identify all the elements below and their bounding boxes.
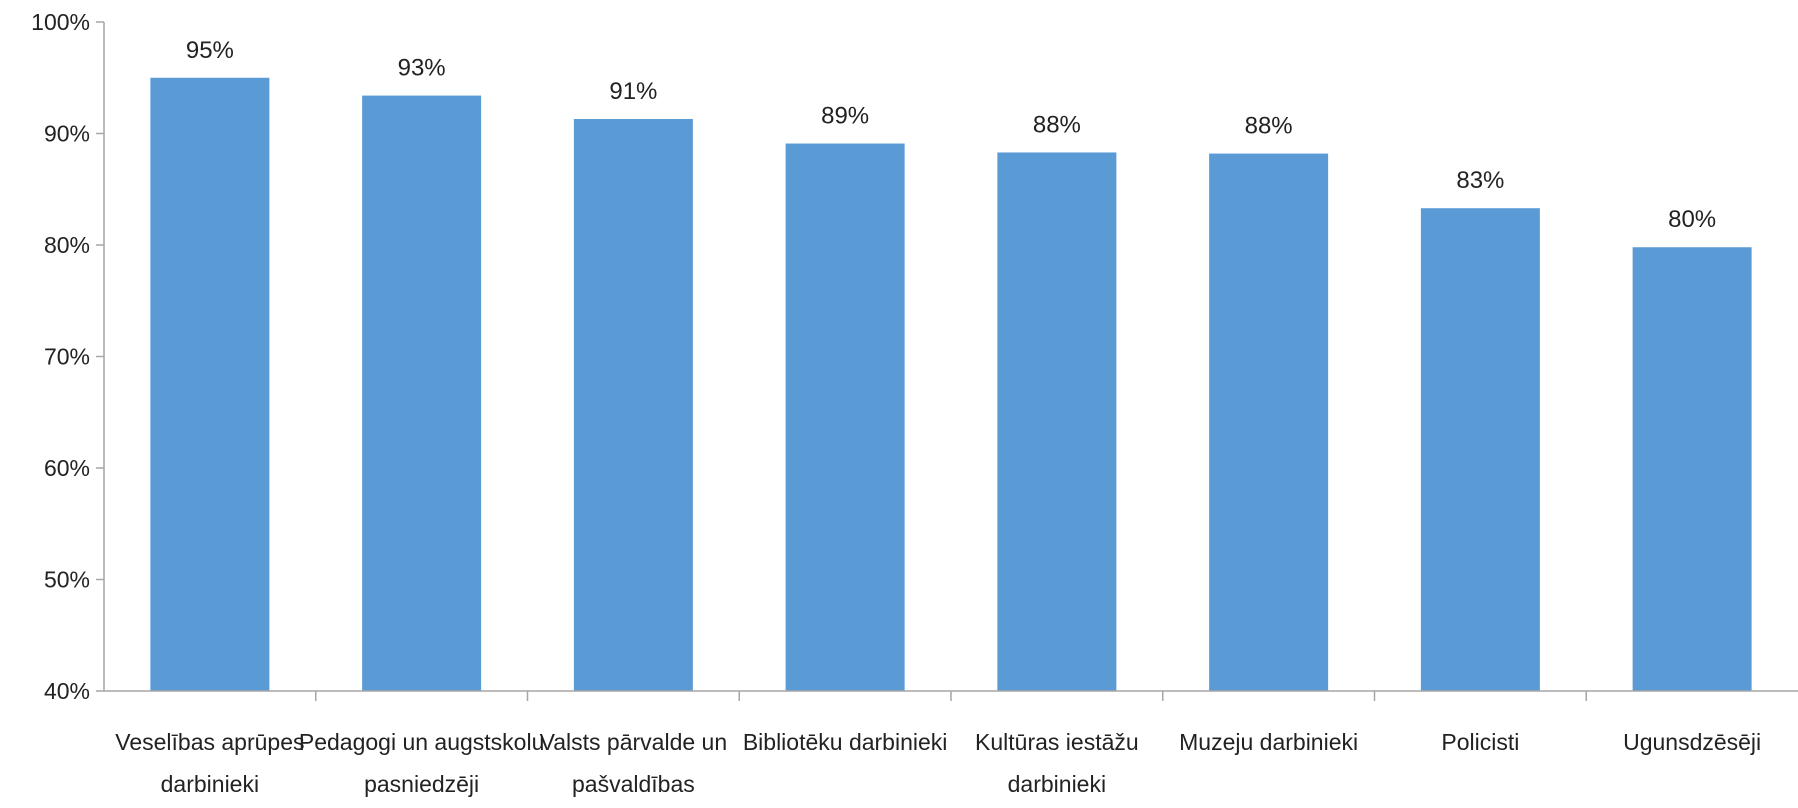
bar bbox=[573, 119, 693, 691]
y-axis: 40% 50% 60% 70% 80% 90% 100% bbox=[31, 9, 105, 704]
bar bbox=[1420, 208, 1540, 691]
data-label: 88% bbox=[1245, 113, 1293, 140]
data-label: 83% bbox=[1456, 167, 1504, 194]
category-label-line: Kultūras iestāžu bbox=[975, 729, 1139, 755]
category-label: Policisti bbox=[1441, 729, 1519, 755]
data-label: 80% bbox=[1668, 206, 1716, 233]
data-label: 95% bbox=[186, 37, 234, 64]
data-label: 91% bbox=[609, 78, 657, 105]
bar bbox=[1632, 247, 1752, 692]
category-label-line: pasniedzēji bbox=[364, 771, 479, 797]
category-label-line: pašvaldības bbox=[572, 771, 695, 797]
category-label: Pedagogi un augstskolu pasniedzēji bbox=[299, 729, 545, 797]
y-tick-label: 100% bbox=[31, 9, 90, 35]
category-label: Veselības aprūpes darbinieki bbox=[115, 729, 304, 797]
y-tick-label: 60% bbox=[44, 455, 90, 481]
bar bbox=[362, 95, 482, 692]
y-tick-label: 40% bbox=[44, 678, 90, 704]
category-label-line: darbinieki bbox=[1008, 771, 1106, 797]
data-label: 89% bbox=[821, 103, 869, 130]
category-label: Kultūras iestāžu darbinieki bbox=[975, 729, 1139, 797]
category-label: Muzeju darbinieki bbox=[1179, 729, 1358, 755]
data-label: 93% bbox=[398, 55, 446, 82]
category-label-line: Veselības aprūpes bbox=[115, 729, 304, 755]
x-axis: Veselības aprūpes darbinieki Pedagogi un a… bbox=[104, 690, 1798, 797]
category-label-line: darbinieki bbox=[161, 771, 259, 797]
y-tick-label: 80% bbox=[44, 232, 90, 258]
category-label-line: Valsts pārvalde un bbox=[540, 729, 728, 755]
category-label-line: Bibliotēku darbinieki bbox=[743, 729, 948, 755]
bar bbox=[150, 77, 270, 691]
category-label-line: Ugunsdzēsēji bbox=[1623, 729, 1761, 755]
category-label: Valsts pārvalde un pašvaldības bbox=[540, 729, 728, 797]
bar bbox=[1209, 153, 1329, 691]
data-labels: 95% 93% 91% 89% 88% 88% 83% 80% bbox=[186, 37, 1716, 233]
y-tick-label: 90% bbox=[44, 121, 90, 147]
category-label: Bibliotēku darbinieki bbox=[743, 729, 948, 755]
bar bbox=[785, 143, 905, 691]
category-label-line: Pedagogi un augstskolu bbox=[299, 729, 545, 755]
y-tick-label: 50% bbox=[44, 567, 90, 593]
category-label: Ugunsdzēsēji bbox=[1623, 729, 1761, 755]
bars bbox=[150, 77, 1752, 692]
category-label-line: Muzeju darbinieki bbox=[1179, 729, 1358, 755]
y-tick-label: 70% bbox=[44, 344, 90, 370]
data-label: 88% bbox=[1033, 111, 1081, 138]
bar bbox=[997, 152, 1117, 691]
category-label-line: Policisti bbox=[1441, 729, 1519, 755]
